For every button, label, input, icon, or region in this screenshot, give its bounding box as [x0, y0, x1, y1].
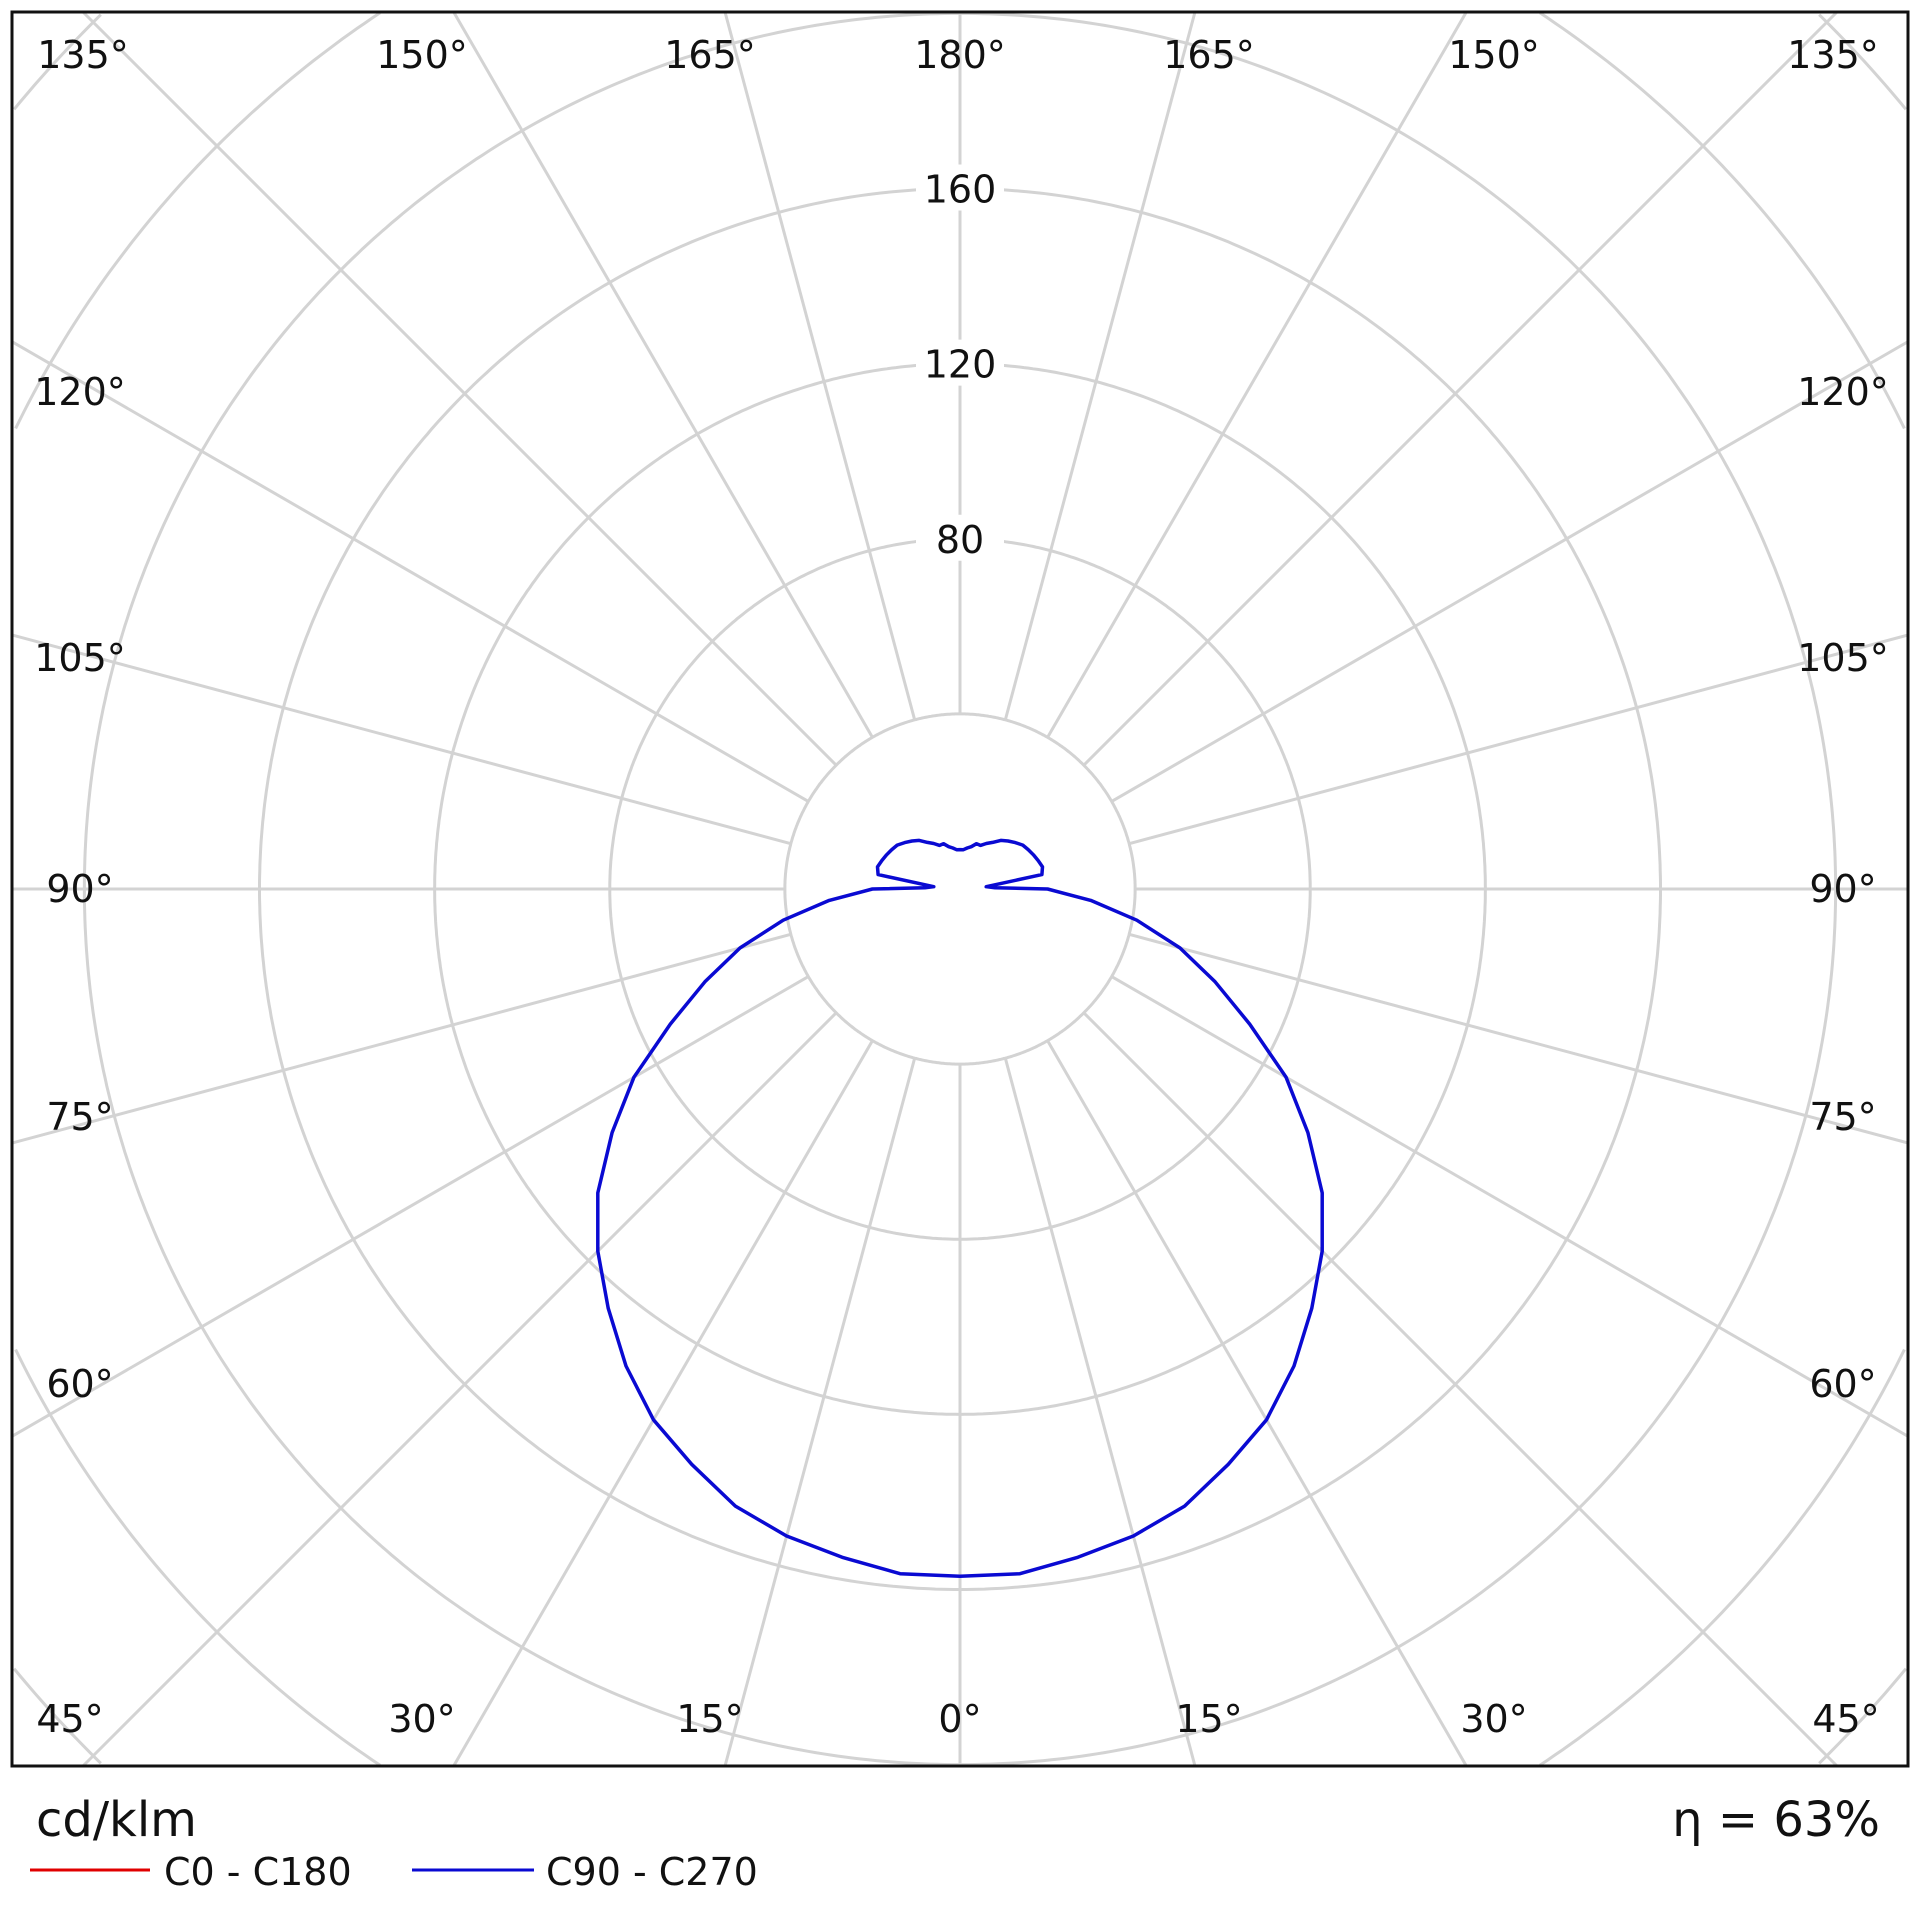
radial-label-bg [916, 514, 1004, 561]
grid-ray [1046, 1039, 1468, 1767]
grid-ray [1128, 932, 1909, 1145]
angle-label-bottom: 45° [1812, 1697, 1879, 1741]
grid-ring-40 [783, 712, 1137, 1066]
grid-ray [1003, 1057, 1197, 1767]
angle-label-bottom: 45° [36, 1697, 103, 1741]
series-curve-1 [596, 838, 1324, 1579]
angle-label-right: 120° [1797, 370, 1889, 414]
radial-label-bg [916, 339, 1004, 386]
angle-label-right: 105° [1797, 636, 1889, 680]
radial-tick-label: 80 [936, 518, 984, 562]
grid-ray [452, 1039, 874, 1767]
angle-label-top: 135° [37, 33, 129, 77]
angle-label-top: 165° [1163, 33, 1255, 77]
grid-ray [1110, 340, 1909, 803]
angle-label-top: 135° [1787, 33, 1879, 77]
grid-ray [11, 633, 792, 846]
grid-ring-240 [14, 11, 1906, 1767]
angle-label-left: 120° [34, 370, 126, 414]
angle-label-left: 105° [34, 636, 126, 680]
angle-label-left: 75° [46, 1095, 113, 1139]
angle-label-left: 90° [46, 867, 113, 911]
angle-label-right: 75° [1809, 1095, 1876, 1139]
grid-ray [11, 975, 810, 1438]
angle-label-bottom: 30° [1460, 1697, 1527, 1741]
angle-label-bottom: 30° [388, 1697, 455, 1741]
grid-ray [1003, 11, 1197, 721]
grid-ray [1082, 1011, 1839, 1768]
radial-label-bg [916, 164, 1004, 211]
grid-ray [723, 1057, 917, 1767]
efficiency-label: η = 63% [1672, 1792, 1880, 1848]
legend-label-c0-c180: C0 - C180 [164, 1850, 352, 1894]
angle-label-bottom: 15° [1175, 1697, 1242, 1741]
grid-ray [1082, 10, 1839, 767]
unit-label: cd/klm [36, 1792, 197, 1848]
angle-label-bottom: 15° [676, 1697, 743, 1741]
grid-ray [1128, 633, 1909, 846]
angle-label-top: 150° [1448, 33, 1540, 77]
angle-label-right: 60° [1809, 1362, 1876, 1406]
grid-ray [1046, 11, 1468, 739]
grid-ray [81, 1011, 838, 1768]
radial-tick-label: 160 [924, 168, 997, 212]
angle-label-left: 60° [46, 1362, 113, 1406]
grid-ring-280 [12, 13, 1908, 1765]
angle-label-top: 180° [914, 33, 1006, 77]
grid-ray [1110, 975, 1909, 1438]
plot-frame [10, 10, 1910, 1768]
grid-ray [11, 932, 792, 1145]
grid-ray [81, 10, 838, 767]
angle-label-bottom: 0° [938, 1697, 981, 1741]
legend-label-c90-c270: C90 - C270 [546, 1850, 758, 1894]
angle-label-top: 165° [664, 33, 756, 77]
radial-tick-label: 120 [924, 343, 997, 387]
grid-ray [452, 11, 874, 739]
grid-ray [723, 11, 917, 721]
angle-label-right: 90° [1809, 867, 1876, 911]
grid-ray [11, 340, 810, 803]
angle-label-top: 150° [376, 33, 468, 77]
